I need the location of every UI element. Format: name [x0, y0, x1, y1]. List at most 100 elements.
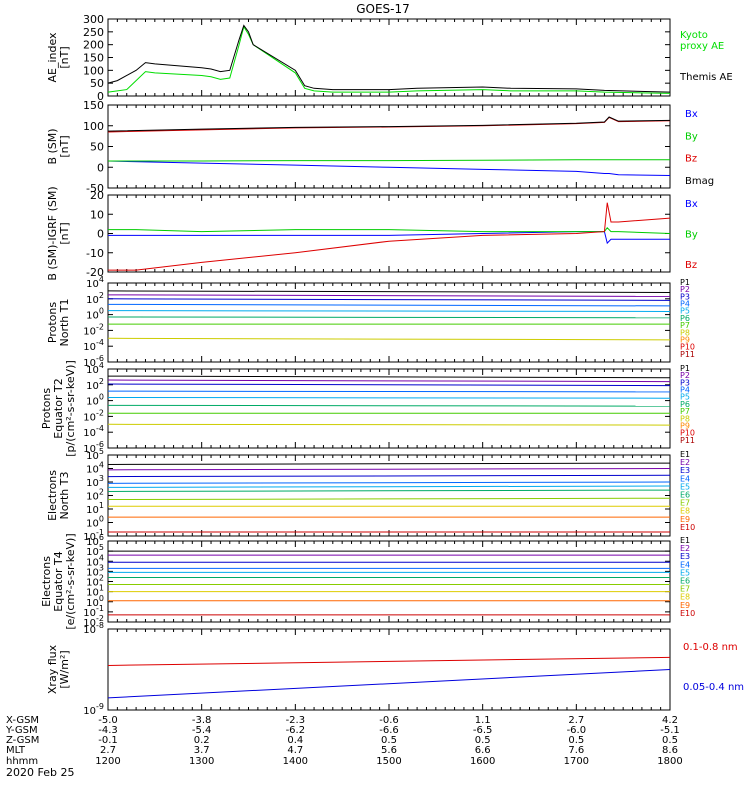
y-tick-label: 20 — [90, 189, 104, 202]
series-line-p2 — [107, 379, 671, 383]
series-line-e6 — [107, 489, 671, 492]
panel-frame — [107, 18, 671, 97]
legend-p4: P4 — [680, 300, 690, 309]
panel-7: 10-210-1100101102103104105106ElectronsEq… — [40, 533, 695, 630]
orbit-cell: -5.4 — [192, 725, 212, 736]
y-tick-label: 150 — [83, 99, 104, 112]
y-tick-label: 10-4 — [83, 338, 104, 353]
series-line-e5 — [107, 485, 671, 488]
panel-frame — [107, 628, 671, 711]
series-line-bx — [108, 231, 670, 245]
series-line-e3 — [107, 474, 671, 478]
orbit-cell: -5.1 — [660, 725, 680, 736]
orbit-cell: 3.7 — [194, 745, 210, 756]
orbit-cell: 1500 — [376, 756, 401, 767]
legend-p2: P2 — [680, 285, 690, 294]
y-axis-label: B (SM)-IGRF (SM)[nT] — [46, 186, 71, 280]
orbit-cell: 0.2 — [194, 735, 210, 746]
orbit-cell: 0.5 — [662, 735, 678, 746]
y-tick-label: 100 — [83, 120, 104, 133]
legend-e5: E5 — [680, 482, 690, 491]
series-line-p6 — [107, 404, 671, 407]
legend-e1: E1 — [680, 450, 690, 459]
series-line-0-05-0-4-nm — [107, 669, 671, 699]
legend-p1: P1 — [680, 364, 690, 373]
legend-e3: E3 — [680, 466, 690, 475]
series-line-bmag — [107, 116, 671, 132]
orbit-cell: 1600 — [470, 756, 495, 767]
legend-p11: P11 — [680, 436, 695, 445]
legend-e4: E4 — [680, 560, 690, 569]
legend-bz: Bz — [685, 260, 697, 271]
y-tick-label: 50 — [90, 77, 104, 90]
y-tick-label: 10 — [90, 208, 104, 221]
orbit-cell: 0.5 — [475, 735, 491, 746]
y-axis-label: ElectronsEquator T4[e/(cm²-s-sr-keV)] — [40, 533, 77, 629]
panel-frame — [107, 194, 671, 273]
orbit-cell: -6.5 — [473, 725, 493, 736]
series-line-e1 — [107, 462, 671, 465]
orbit-cell: 0.5 — [381, 735, 397, 746]
orbit-cell: 1.1 — [475, 715, 491, 726]
orbit-row-label: Z-GSM — [6, 735, 39, 746]
y-tick-label: 102 — [86, 377, 104, 392]
orbit-cell: 6.6 — [475, 745, 491, 756]
series-line-by — [108, 226, 671, 234]
orbit-cell: 7.6 — [568, 745, 584, 756]
y-tick-label: 10-2 — [83, 408, 104, 423]
legend-p6: P6 — [680, 400, 690, 409]
y-axis-label: Xray flux[W/m²] — [46, 644, 71, 694]
series-line-bz — [107, 116, 671, 133]
legend-p8: P8 — [680, 414, 690, 423]
orbit-cell: 0.5 — [568, 735, 584, 746]
legend-p5: P5 — [680, 393, 690, 402]
orbit-table: X-GSMY-GSMZ-GSMMLThhmm-5.0-4.3-0.12.7120… — [5, 715, 683, 767]
y-tick-label: 150 — [83, 52, 104, 65]
y-tick-label: -10 — [86, 247, 104, 260]
y-tick-label: 250 — [83, 26, 104, 39]
orbit-row-label: hhmm — [6, 756, 38, 767]
y-tick-label: 100 — [86, 307, 104, 322]
legend-p7: P7 — [680, 321, 690, 330]
orbit-cell: 2.7 — [568, 715, 584, 726]
panel-frame — [107, 540, 671, 623]
series-line-p1 — [107, 290, 671, 293]
y-tick-label: 50 — [90, 141, 104, 154]
y-tick-label: 10-4 — [83, 424, 104, 439]
legend-p1: P1 — [680, 278, 690, 287]
legend-0-05-0-4-nm: 0.05-0.4 nm — [683, 682, 744, 693]
legend-e6: E6 — [680, 577, 690, 586]
series-line-p5 — [107, 310, 671, 312]
orbit-row-label: Y-GSM — [5, 725, 38, 736]
y-tick-label: 100 — [83, 64, 104, 77]
legend-bx: Bx — [685, 199, 698, 210]
orbit-row-label: X-GSM — [6, 715, 39, 726]
legend-e8: E8 — [680, 507, 690, 516]
y-tick-label: 102 — [86, 291, 104, 306]
legend-bmag: Bmag — [685, 176, 714, 187]
orbit-cell: 8.6 — [662, 745, 678, 756]
y-axis-label: ProtonsNorth T1 — [46, 299, 71, 347]
orbit-cell: -6.0 — [567, 725, 587, 736]
orbit-cell: -0.1 — [98, 735, 118, 746]
legend-bx: Bx — [685, 109, 698, 120]
panel-frame — [107, 454, 671, 537]
legend-p6: P6 — [680, 314, 690, 323]
legend-bz: Bz — [685, 154, 697, 165]
legend-p7: P7 — [680, 407, 690, 416]
series-line-p3 — [107, 298, 671, 301]
y-tick-label: 300 — [83, 13, 104, 26]
panel-3: -20 -10 0 10 20 B (SM)-IGRF (SM)[nT] Bx By Bz — [46, 186, 698, 280]
orbit-cell: -6.6 — [379, 725, 399, 736]
legend-e9: E9 — [680, 601, 690, 610]
legend-by: By — [685, 131, 698, 142]
orbit-cell: 4.7 — [287, 745, 303, 756]
series-line-bz — [108, 202, 671, 271]
plot-title: GOES-17 — [356, 2, 410, 16]
y-axis-label: ProtonsEquator T2[p/(cm²-s-sr-keV)] — [40, 360, 77, 457]
